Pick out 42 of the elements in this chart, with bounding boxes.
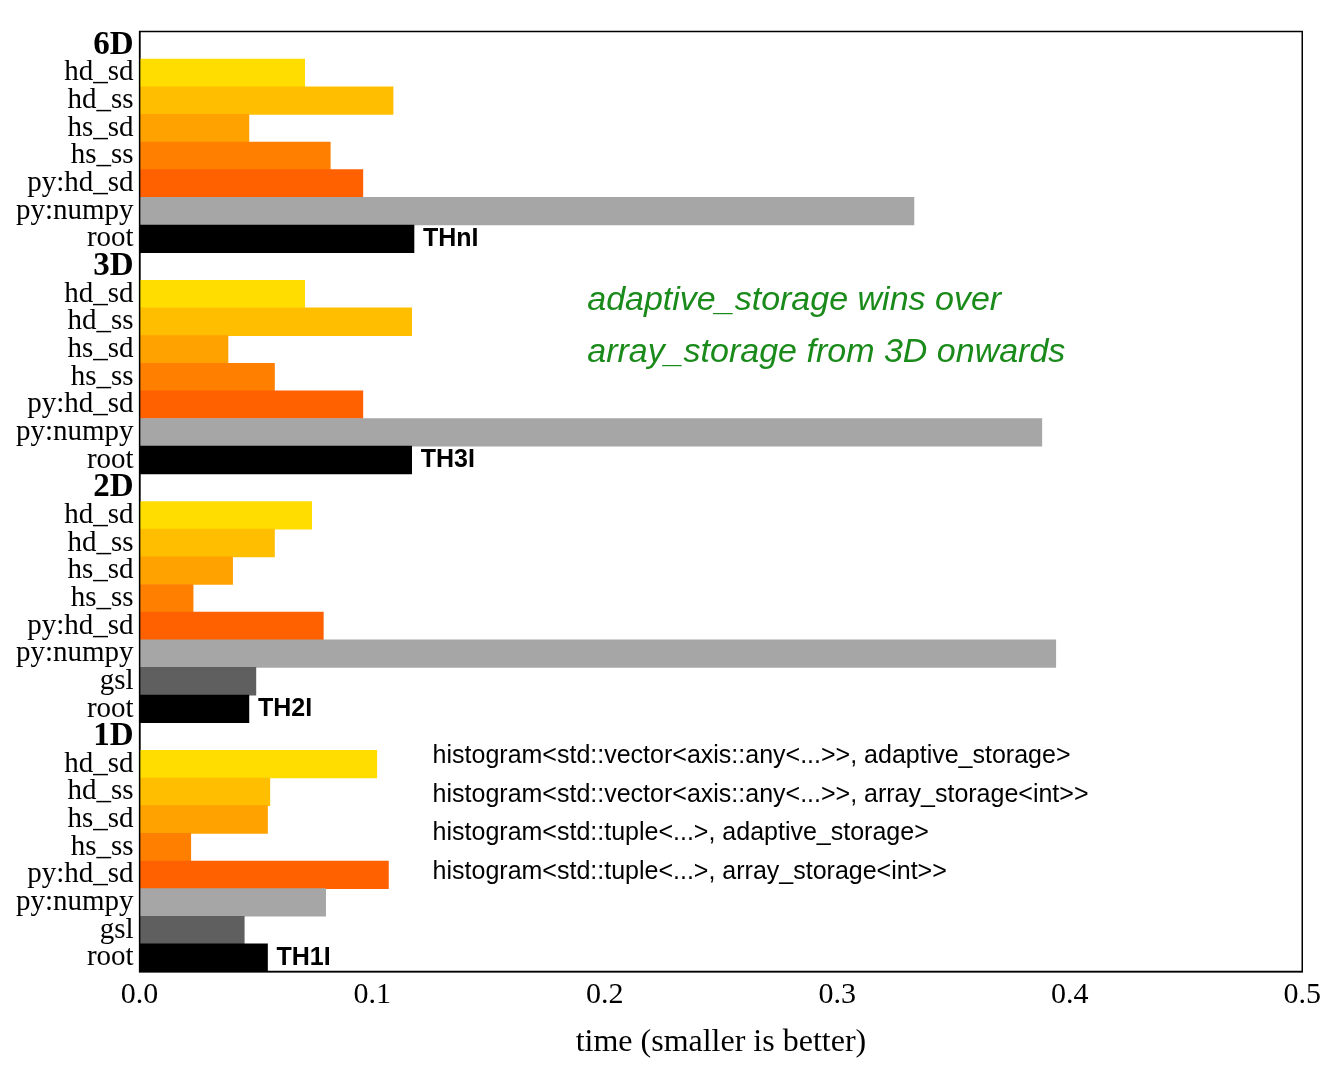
x-tick-label: 0.3 <box>818 976 856 1010</box>
bar <box>139 833 192 862</box>
bar <box>139 279 306 309</box>
x-tick-label: 0.4 <box>1050 976 1089 1010</box>
bar <box>139 141 331 170</box>
bar <box>139 501 313 530</box>
bar <box>139 307 412 336</box>
bar <box>139 639 1057 668</box>
annotation: histogram<std::tuple<...>, array_storage<int>> <box>432 855 947 884</box>
x-tick-label: 0.0 <box>120 976 159 1010</box>
annotation: THnI <box>423 222 479 251</box>
bar <box>139 915 245 945</box>
bar <box>139 528 275 558</box>
bar <box>139 584 194 613</box>
x-axis-title: time (smaller is better) <box>575 1022 867 1059</box>
bar <box>139 805 268 834</box>
annotation: TH3I <box>420 443 475 472</box>
bar <box>139 750 378 779</box>
bar <box>139 114 250 143</box>
bar <box>139 390 364 419</box>
x-tick-label: 0.5 <box>1283 976 1321 1010</box>
x-tick-label: 0.1 <box>353 976 391 1010</box>
bar <box>139 196 915 226</box>
bar <box>139 86 394 115</box>
bar <box>139 418 1043 447</box>
bar <box>139 888 326 917</box>
bar <box>139 169 364 198</box>
annotation: histogram<std::tuple<...>, adaptive_storage> <box>432 817 929 846</box>
bar <box>139 335 229 364</box>
annotation: histogram<std::vector<axis::any<...>>, adaptive_storage> <box>432 740 1071 769</box>
bar <box>139 667 257 696</box>
annotation: TH2I <box>257 692 313 721</box>
bar <box>139 860 389 889</box>
bar <box>139 777 271 807</box>
bar <box>139 611 324 641</box>
annotation: TH1I <box>276 941 331 970</box>
x-tick-label: 0.2 <box>585 976 624 1010</box>
bar <box>139 362 275 392</box>
annotation: adaptive_storage wins over array_storage from 3D onwards <box>587 278 1066 369</box>
annotation: histogram<std::vector<axis::any<...>>, array_storage<int>> <box>432 778 1089 807</box>
bar <box>139 556 233 585</box>
bar <box>139 58 306 88</box>
